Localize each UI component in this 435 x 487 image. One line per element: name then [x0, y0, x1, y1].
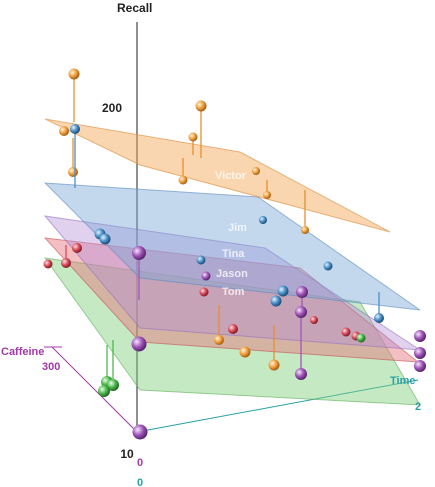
plane-label-victor: Victor	[215, 170, 247, 182]
data-point	[270, 295, 282, 307]
data-point	[59, 126, 69, 136]
y-tick-label: 200	[102, 101, 122, 115]
data-point	[107, 340, 119, 391]
x-axis-label: Caffeine	[1, 346, 44, 358]
data-point	[199, 287, 209, 297]
data-point	[72, 243, 82, 253]
data-point	[99, 233, 111, 245]
plane-victor	[44, 118, 391, 233]
data-point	[356, 333, 366, 343]
plane-labels: Victor Jim Tina Jason Tom	[215, 170, 248, 298]
data-point	[268, 325, 280, 371]
data-point	[43, 259, 53, 269]
x-tick-label: 300	[42, 361, 60, 373]
z-axis-line	[136, 379, 419, 433]
data-point	[323, 261, 333, 271]
data-point	[196, 255, 206, 265]
data-point	[68, 138, 78, 177]
data-point	[310, 316, 318, 324]
data-point	[195, 100, 207, 158]
data-point	[239, 346, 251, 358]
planes	[43, 118, 421, 406]
x-axis-line	[51, 346, 138, 433]
plane-jim	[43, 182, 421, 311]
plane-label-jason: Jason	[216, 268, 248, 280]
data-point	[132, 424, 148, 440]
data-point	[295, 368, 307, 380]
z-tick-label: 0	[137, 457, 143, 469]
data-point	[301, 190, 309, 234]
z-tick-label: 2	[415, 401, 421, 413]
data-point	[188, 132, 198, 155]
data-point	[414, 360, 426, 372]
data-point	[68, 68, 80, 122]
data-point	[214, 305, 224, 345]
y-tick-label: 10	[120, 447, 134, 461]
data-point	[277, 285, 289, 297]
data-point	[70, 124, 80, 188]
data-point	[252, 167, 260, 175]
data-point	[131, 336, 147, 352]
data-point	[263, 180, 271, 199]
data-point	[201, 271, 211, 281]
data-points	[43, 68, 426, 440]
z-tick-label: 0	[137, 477, 143, 487]
data-point	[132, 246, 146, 300]
data-point	[178, 158, 188, 185]
data-point	[61, 245, 71, 268]
data-point	[414, 330, 426, 342]
data-point	[228, 324, 238, 334]
axis-text: Recall 200 10 Caffeine 300 0 0 Time 2	[1, 1, 421, 487]
data-point	[374, 292, 384, 323]
y-axis-label: Recall	[117, 1, 152, 15]
data-point	[259, 216, 267, 224]
data-point	[295, 306, 307, 373]
data-point	[98, 385, 110, 397]
plane-label-tina: Tina	[222, 248, 245, 260]
data-point	[414, 347, 426, 359]
z-axis-label: Time	[390, 375, 415, 387]
plane-label-jim: Jim	[228, 222, 247, 234]
plane-label-tom: Tom	[222, 286, 245, 298]
axes	[44, 22, 419, 433]
data-point	[341, 327, 351, 337]
